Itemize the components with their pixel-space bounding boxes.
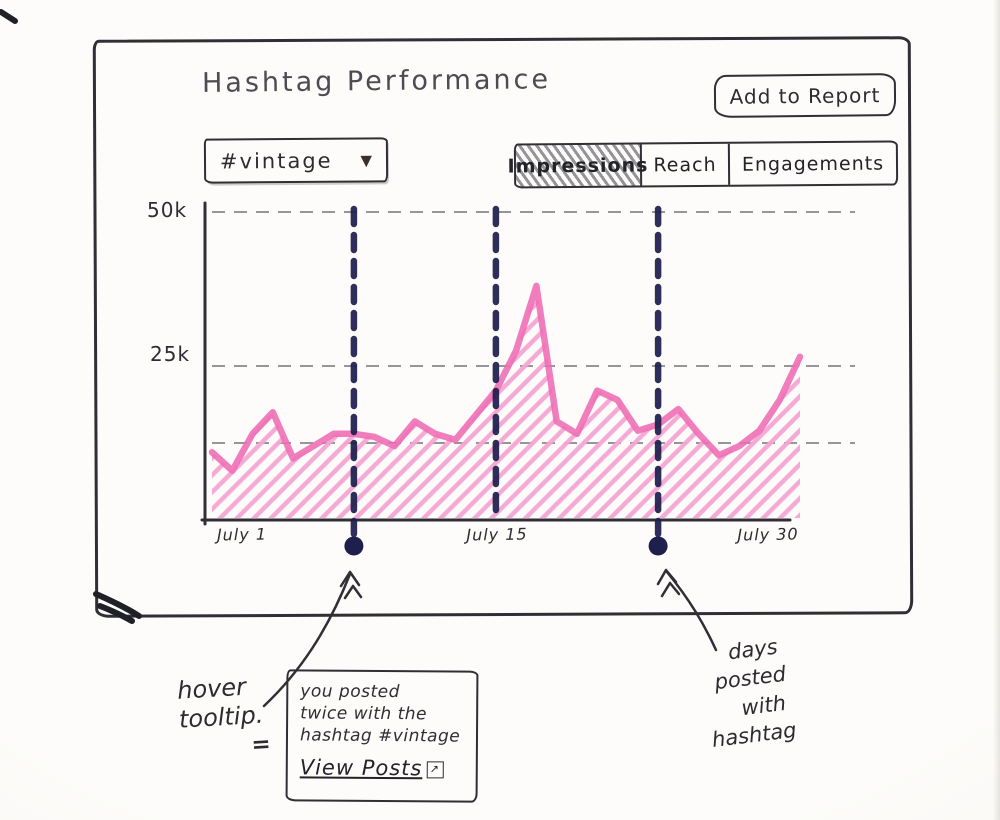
tab-engagements[interactable]: Engagements — [741, 152, 885, 176]
y-axis-label-50k: 50k — [147, 198, 188, 222]
posted-days-note-line-4: hashtag — [710, 717, 798, 753]
tooltip-text-line-1: you posted — [300, 681, 400, 703]
chevron-down-icon: ▼ — [360, 150, 373, 170]
view-posts-link[interactable]: View Posts ↗ — [300, 756, 444, 781]
page-title: Hashtag Performance — [201, 64, 552, 99]
hover-note-line-2: tooltip. — [178, 700, 265, 734]
tooltip-text-line-3: hashtag #vintage — [299, 725, 461, 747]
hashtag-dropdown[interactable]: #vintage ▼ — [203, 137, 389, 184]
x-axis-label-july-15: July 15 — [466, 524, 528, 545]
tab-impressions[interactable]: Impressions — [508, 144, 648, 187]
hover-tooltip: you posted twice with the hashtag #vinta… — [285, 669, 479, 803]
metric-tabs: Impressions Reach Engagements — [508, 140, 899, 189]
x-axis-label-july-1: July 1 — [216, 524, 268, 545]
add-to-report-button[interactable]: Add to Report — [713, 73, 897, 118]
corner-mark — [0, 9, 18, 24]
posted-day-dot[interactable] — [648, 536, 668, 556]
view-posts-label: View Posts — [299, 755, 423, 781]
posted-day-dot[interactable] — [344, 536, 364, 556]
hashtag-dropdown-value: #vintage — [219, 148, 333, 174]
tooltip-text-line-2: twice with the — [300, 703, 428, 725]
hover-tooltip-note: hover tooltip. = — [176, 671, 271, 764]
posted-days-note: days posted with hashtag — [690, 630, 811, 756]
y-axis-label-25k: 25k — [150, 342, 191, 366]
x-axis-label-july-30: July 30 — [737, 524, 799, 545]
tab-reach[interactable]: Reach — [641, 143, 731, 186]
equals-sign: = — [250, 730, 272, 758]
external-link-icon: ↗ — [426, 761, 444, 779]
